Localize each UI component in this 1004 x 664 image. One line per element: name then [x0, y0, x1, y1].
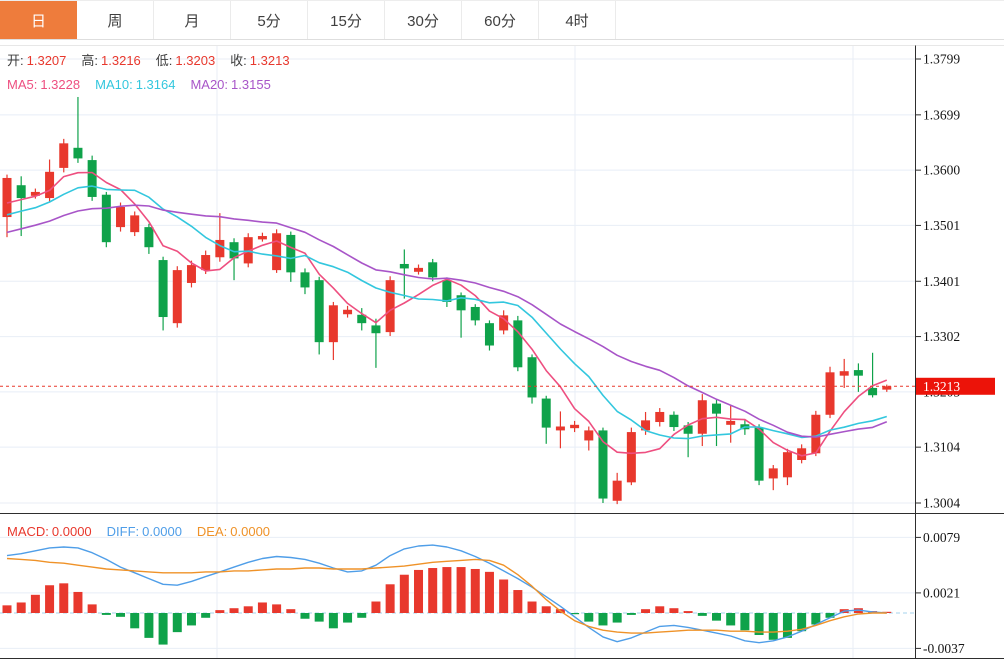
svg-text:1.3104: 1.3104: [923, 440, 960, 455]
low-label: 低:: [155, 53, 173, 68]
ohlc-row: 开: 1.3207 高: 1.3216 低: 1.3203 收: 1.3213: [7, 53, 305, 69]
tab-60min[interactable]: 60分: [462, 1, 539, 39]
tab-week[interactable]: 周: [77, 1, 154, 39]
timeframe-tabbar: 日周月 5分 15分 30分 60分 4时: [0, 0, 1004, 40]
high-value: 1.3216: [101, 53, 141, 68]
tab-30min[interactable]: 30分: [385, 1, 462, 39]
kline-chart-svg[interactable]: 1.3799 1.3699 1.3600 1.3501 1.3401 1.3302 1.32…: [0, 40, 1004, 664]
ma10-label: MA10:: [95, 77, 133, 92]
dea-value: 0.0000: [230, 524, 271, 539]
svg-text:0.0079: 0.0079: [923, 530, 960, 545]
ma20-value: 1.3155: [231, 77, 271, 92]
dea-label: DEA:: [196, 524, 228, 539]
ma10-value: 1.3164: [135, 77, 176, 92]
diff-line: [6, 544, 887, 644]
close-label: 收:: [230, 53, 247, 68]
price-tag-text: 1.3213: [923, 379, 960, 394]
ma5-value: 1.3228: [40, 77, 81, 92]
tab-month[interactable]: 月: [154, 1, 231, 39]
svg-text:1.3004: 1.3004: [923, 496, 960, 511]
svg-text:-0.0037: -0.0037: [923, 641, 965, 656]
candles-group: [2, 96, 892, 505]
svg-text:0.0021: 0.0021: [923, 585, 960, 600]
dea-line: [6, 557, 887, 634]
tab-day[interactable]: 日: [0, 1, 77, 39]
low-value: 1.3203: [175, 53, 216, 68]
open-value: 1.3207: [26, 53, 67, 68]
svg-text:1.3600: 1.3600: [923, 163, 960, 178]
svg-text:1.3401: 1.3401: [923, 274, 960, 289]
price-tag-badge: [916, 377, 995, 395]
ma5-label: MA5:: [7, 77, 38, 92]
open-label: 开:: [7, 53, 24, 68]
svg-text:1.3799: 1.3799: [923, 52, 960, 67]
macd-value: 0.0000: [51, 524, 92, 539]
ma10-line: [6, 185, 888, 440]
ma5-line: [6, 171, 888, 457]
macd-histogram-group: [2, 567, 892, 645]
svg-text:1.3501: 1.3501: [923, 218, 960, 233]
ma20-label: MA20:: [190, 77, 229, 92]
diff-label: DIFF:: [106, 524, 140, 539]
macd-legend-row: MACD: 0.0000 DIFF: 0.0000 DEA: 0.0000: [7, 524, 285, 540]
gridlines: [0, 46, 915, 658]
tab-5min[interactable]: 5分: [231, 1, 308, 39]
svg-text:1.3302: 1.3302: [923, 329, 960, 344]
macd-label: MACD:: [7, 524, 49, 539]
y-axis-labels: 1.3799 1.3699 1.3600 1.3501 1.3401 1.3302 1.32…: [915, 52, 965, 656]
diff-value: 0.0000: [142, 524, 182, 539]
close-value: 1.3213: [249, 53, 290, 68]
tab-15min[interactable]: 15分: [308, 1, 385, 39]
ma20-line: [6, 204, 888, 438]
tab-4hour[interactable]: 4时: [539, 1, 616, 39]
ma-legend-row: MA5: 1.3228 MA10: 1.3164 MA20: 1.3155: [7, 77, 286, 93]
svg-text:1.3699: 1.3699: [923, 107, 960, 122]
high-label: 高:: [81, 53, 99, 68]
